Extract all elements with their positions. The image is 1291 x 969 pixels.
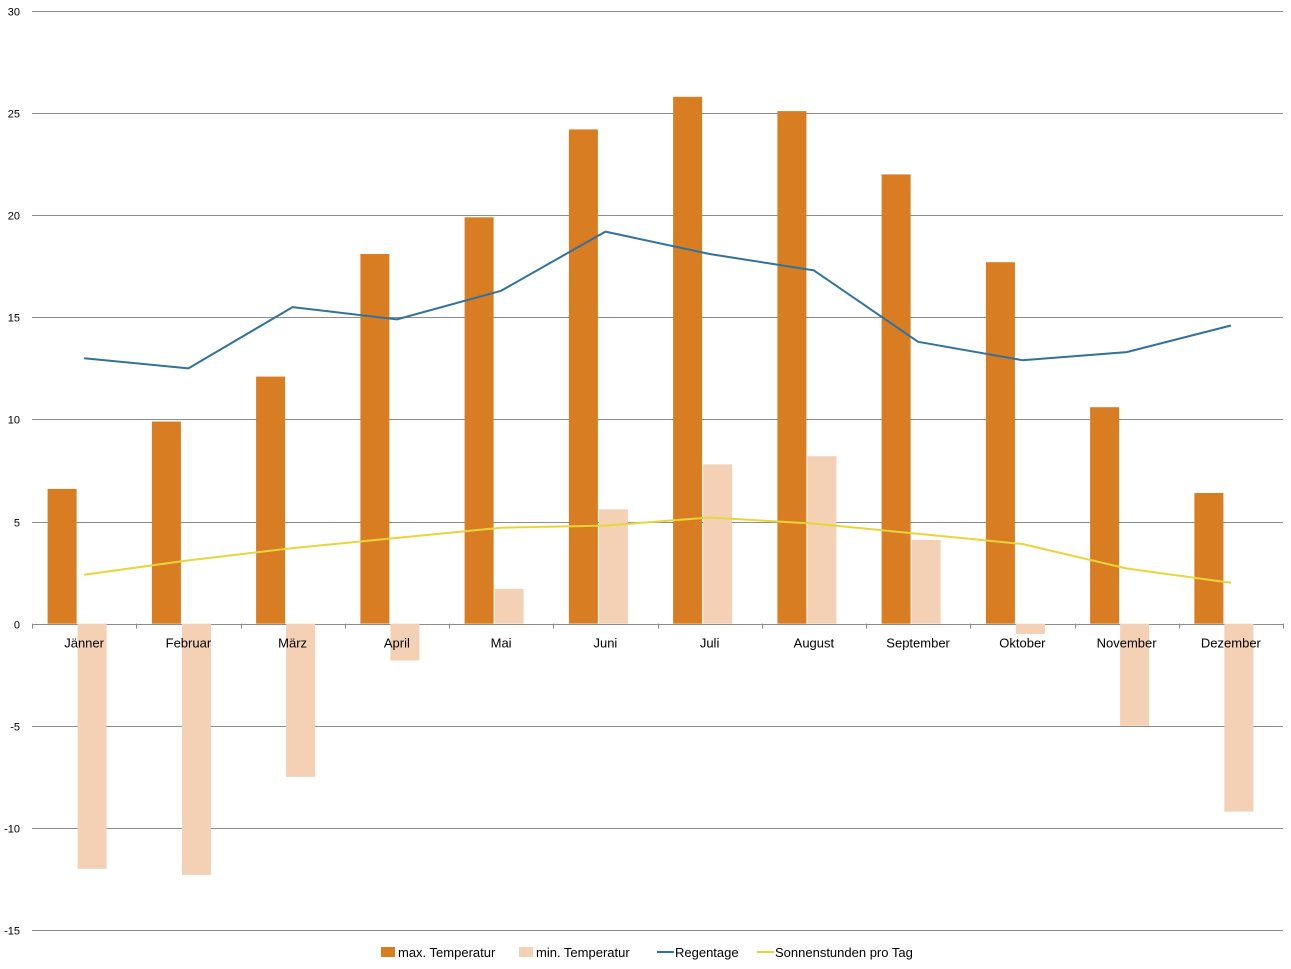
bar-max-temperature: [47, 488, 77, 624]
legend-swatch: [381, 947, 395, 957]
bar-max-temperature: [777, 111, 807, 624]
bar-layer: [47, 96, 1254, 875]
legend-label: Sonnenstunden pro Tag: [775, 945, 913, 960]
bar-max-temperature: [985, 262, 1015, 624]
y-axis-ticks: -15 -10 -5 0 5 10 15 20 25 30: [4, 7, 20, 938]
legend-label: max. Temperatur: [398, 945, 496, 960]
y-tick-label: 0: [14, 620, 20, 632]
x-category-label: August: [794, 636, 835, 651]
bar-min-temperature: [911, 539, 941, 624]
y-tick-label: -10: [4, 824, 20, 836]
bar-min-temperature: [1224, 623, 1254, 812]
x-category-label: Juli: [700, 636, 720, 651]
bar-min-temperature: [1120, 623, 1150, 726]
bar-min-temperature: [703, 464, 733, 624]
x-axis-categories: Jänner Februar März April Mai Juni Juli August S…: [64, 636, 1261, 651]
bar-min-temperature: [286, 623, 316, 777]
x-category-label: Mai: [491, 636, 512, 651]
x-category-label: November: [1097, 636, 1158, 651]
y-tick-label: 25: [8, 109, 20, 121]
x-category-label: September: [886, 636, 950, 651]
bar-max-temperature: [1194, 493, 1224, 624]
bar-max-temperature: [360, 254, 390, 624]
series-line-regentage: [84, 230, 1232, 370]
x-category-label: Dezember: [1201, 636, 1262, 651]
x-category-label: Jänner: [64, 636, 104, 651]
bar-min-temperature: [598, 509, 628, 624]
legend: max. Temperatur min. Temperatur Regentage S…: [381, 945, 913, 960]
bar-max-temperature: [673, 96, 703, 624]
legend-label: Regentage: [675, 945, 739, 960]
bar-min-temperature: [807, 456, 837, 624]
line-layer: [83, 230, 1232, 584]
x-category-label: Februar: [166, 636, 212, 651]
bar-max-temperature: [881, 174, 911, 624]
bar-max-temperature: [568, 129, 598, 624]
bar-max-temperature: [151, 421, 181, 624]
y-tick-label: 5: [14, 518, 20, 530]
bar-min-temperature: [494, 588, 524, 624]
bar-max-temperature: [464, 217, 494, 624]
bar-min-temperature: [390, 623, 420, 661]
bar-min-temperature: [77, 623, 107, 869]
y-tick-label: -5: [10, 722, 20, 734]
bar-max-temperature: [1090, 407, 1120, 624]
y-tick-label: 10: [8, 415, 20, 427]
x-category-label: Oktober: [999, 636, 1046, 651]
legend-label: min. Temperatur: [536, 945, 630, 960]
bar-min-temperature: [1015, 623, 1045, 634]
y-tick-label: 30: [8, 7, 20, 19]
y-tick-label: 20: [8, 211, 20, 223]
bar-min-temperature: [181, 623, 211, 875]
x-category-label: April: [384, 636, 410, 651]
x-category-label: Juni: [593, 636, 617, 651]
bar-max-temperature: [256, 376, 286, 624]
x-category-label: März: [278, 636, 307, 651]
legend-swatch: [519, 947, 533, 957]
y-tick-label: 15: [8, 313, 20, 325]
series-line-sonnenstunden: [83, 516, 1232, 584]
y-tick-label: -15: [4, 926, 20, 938]
